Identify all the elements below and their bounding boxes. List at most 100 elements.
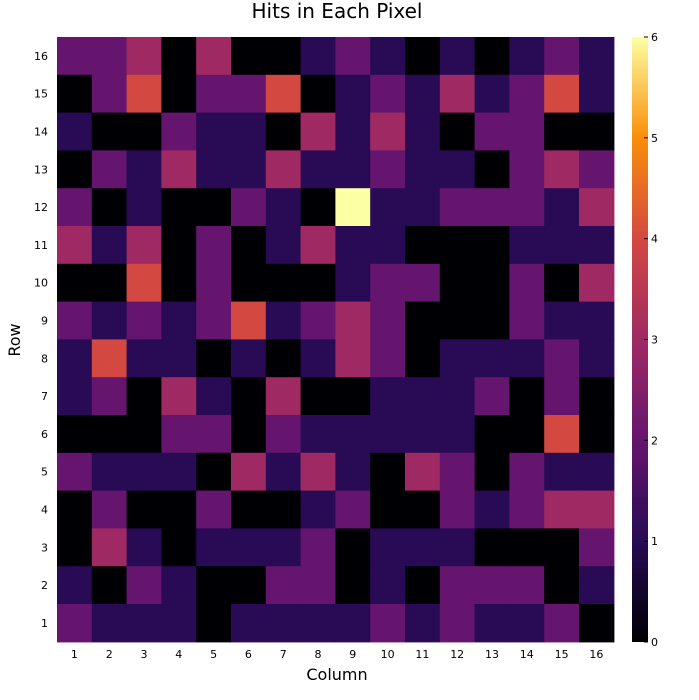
heatmap-cell-r5-c5 — [196, 452, 232, 492]
heatmap-cell-r7-c6 — [231, 377, 267, 416]
y-tick-label: 3 — [41, 541, 48, 554]
heatmap-cell-r5-c16 — [579, 452, 615, 492]
heatmap-cell-r1-c4 — [161, 604, 197, 643]
heatmap-cell-r2-c3 — [126, 566, 162, 605]
heatmap-cell-r7-c8 — [300, 377, 336, 416]
heatmap-cell-r10-c2 — [91, 263, 128, 303]
heatmap-cell-r6-c7 — [265, 415, 302, 454]
heatmap-cell-r12-c4 — [161, 188, 197, 227]
heatmap-cell-r5-c7 — [265, 452, 302, 492]
heatmap-cell-r15-c16 — [579, 74, 615, 114]
heatmap-cell-r12-c3 — [126, 188, 162, 227]
heatmap-cell-r2-c1 — [57, 566, 93, 605]
x-tick-label: 4 — [175, 648, 182, 661]
heatmap-cell-r15-c8 — [300, 74, 336, 114]
heatmap-cell-r9-c14 — [509, 301, 545, 340]
heatmap-cell-r16-c16 — [579, 37, 615, 76]
heatmap-cell-r3-c14 — [509, 528, 545, 567]
heatmap-cell-r10-c15 — [544, 263, 580, 303]
y-tick-label: 16 — [34, 50, 48, 63]
x-tick-label: 16 — [589, 648, 603, 661]
heatmap-cell-r5-c6 — [231, 452, 267, 492]
heatmap-cell-r13-c4 — [161, 150, 197, 189]
colorbar-tick-label: 6 — [651, 31, 658, 44]
heatmap-cell-r16-c8 — [300, 37, 336, 76]
y-tick-label: 14 — [34, 126, 48, 139]
heatmap-cell-r6-c4 — [161, 415, 197, 454]
heatmap-cell-r16-c10 — [370, 37, 406, 76]
heatmap-cell-r6-c5 — [196, 415, 232, 454]
heatmap-cell-r3-c6 — [231, 528, 267, 567]
heatmap-cell-r10-c5 — [196, 263, 232, 303]
heatmap-cell-r8-c16 — [579, 339, 615, 378]
heatmap-cell-r4-c10 — [370, 490, 406, 529]
heatmap-cell-r1-c1 — [57, 604, 93, 643]
y-tick-label: 1 — [41, 617, 48, 630]
heatmap-cell-r15-c13 — [474, 74, 510, 114]
heatmap-cell-r16-c15 — [544, 37, 580, 76]
heatmap-cell-r7-c10 — [370, 377, 406, 416]
heatmap-cell-r13-c14 — [509, 150, 545, 189]
heatmap-cell-r9-c10 — [370, 301, 406, 340]
heatmap-cell-r2-c16 — [579, 566, 615, 605]
heatmap-cell-r3-c15 — [544, 528, 580, 567]
heatmap-cell-r14-c4 — [161, 112, 197, 151]
heatmap-cell-r7-c14 — [509, 377, 545, 416]
heatmap-cell-r11-c10 — [370, 226, 406, 265]
x-tick-label: 5 — [210, 648, 217, 661]
heatmap-cell-r13-c12 — [439, 150, 476, 189]
heatmap-cell-r11-c12 — [439, 226, 476, 265]
heatmap-cell-r4-c2 — [91, 490, 128, 529]
heatmap-cell-r9-c6 — [231, 301, 267, 340]
heatmap-cell-r10-c12 — [439, 263, 476, 303]
heatmap-cell-r13-c10 — [370, 150, 406, 189]
heatmap-cell-r1-c12 — [439, 604, 476, 643]
heatmap-cell-r5-c15 — [544, 452, 580, 492]
heatmap-cell-r6-c3 — [126, 415, 162, 454]
heatmap-cell-r8-c13 — [474, 339, 510, 378]
heatmap-cell-r5-c12 — [439, 452, 476, 492]
heatmap-cell-r1-c11 — [405, 604, 441, 643]
x-tick-label: 12 — [450, 648, 464, 661]
heatmap-cell-r11-c3 — [126, 226, 162, 265]
heatmap-cell-r6-c1 — [57, 415, 93, 454]
heatmap-cell-r2-c5 — [196, 566, 232, 605]
heatmap-cell-r7-c1 — [57, 377, 93, 416]
y-tick-label: 7 — [41, 390, 48, 403]
heatmap-cell-r8-c5 — [196, 339, 232, 378]
heatmap-cell-r2-c10 — [370, 566, 406, 605]
heatmap-cell-r4-c7 — [265, 490, 302, 529]
heatmap-cell-r15-c10 — [370, 74, 406, 114]
heatmap-cell-r8-c15 — [544, 339, 580, 378]
x-tick-label: 3 — [141, 648, 148, 661]
heatmap-cell-r12-c9 — [335, 188, 371, 227]
heatmap-cell-r7-c11 — [405, 377, 441, 416]
heatmap-cell-r10-c10 — [370, 263, 406, 303]
heatmap-cell-r15-c7 — [265, 74, 302, 114]
heatmap-cell-r11-c16 — [579, 226, 615, 265]
heatmap-cell-r6-c14 — [509, 415, 545, 454]
heatmap-cell-r14-c9 — [335, 112, 371, 151]
heatmap-cell-r16-c14 — [509, 37, 545, 76]
heatmap-cell-r6-c10 — [370, 415, 406, 454]
heatmap-cell-r13-c16 — [579, 150, 615, 189]
heatmap-cell-r14-c1 — [57, 112, 93, 151]
heatmap-cell-r4-c9 — [335, 490, 371, 529]
colorbar-tick-label: 0 — [651, 636, 658, 649]
y-tick-label: 2 — [41, 579, 48, 592]
heatmap-cell-r2-c15 — [544, 566, 580, 605]
heatmap-cell-r6-c16 — [579, 415, 615, 454]
heatmap-cell-r6-c15 — [544, 415, 580, 454]
heatmap-cell-r8-c6 — [231, 339, 267, 378]
heatmap-cell-r4-c3 — [126, 490, 162, 529]
heatmap-cell-r6-c8 — [300, 415, 336, 454]
heatmap-cell-r12-c7 — [265, 188, 302, 227]
heatmap-cell-r6-c13 — [474, 415, 510, 454]
y-tick-label: 6 — [41, 428, 48, 441]
heatmap-cell-r5-c10 — [370, 452, 406, 492]
heatmap-cell-r3-c12 — [439, 528, 476, 567]
heatmap-cell-r10-c14 — [509, 263, 545, 303]
heatmap-cell-r9-c16 — [579, 301, 615, 340]
heatmap-cells — [57, 37, 615, 643]
